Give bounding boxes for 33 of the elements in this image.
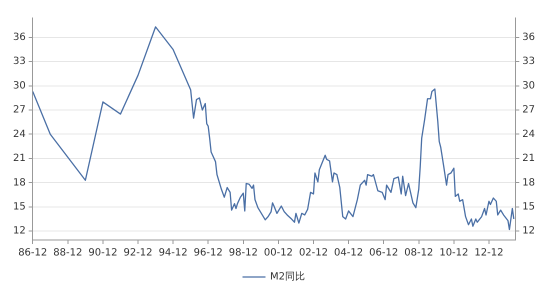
x-tick-label: 94-12 [158,248,188,259]
x-tick-label: 08-12 [404,248,434,259]
x-tick-label: 96-12 [194,248,223,259]
x-tick-label: 12-12 [474,248,504,259]
x-tick-label: 00-12 [264,248,293,259]
y-tick-label: 24 [12,128,26,140]
y-tick-label: 18 [12,177,26,188]
x-tick-label: 02-12 [298,248,328,259]
x-tick-label: 98-12 [228,248,258,259]
y2-tick-label: 18 [522,177,536,188]
x-tick-label: 10-12 [439,248,468,259]
y-tick-label: 15 [12,201,26,212]
y2-tick-label: 15 [522,201,536,212]
y-tick-label: 30 [12,80,26,92]
x-tick-label: 06-12 [369,248,398,259]
x-tick-label: 04-12 [334,248,364,259]
y-tick-label: 33 [12,56,26,68]
x-tick-label: 86-12 [18,248,48,259]
y2-tick-label: 36 [522,32,536,43]
y2-tick-label: 24 [522,128,536,140]
y2-tick-label: 12 [522,226,536,237]
legend-label: M2同比 [270,270,306,283]
y-tick-label: 21 [12,153,26,164]
y2-tick-label: 33 [522,56,536,68]
y-tick-label: 12 [12,226,26,237]
x-tick-label: 88-12 [53,248,82,259]
y2-tick-label: 30 [522,80,536,92]
x-tick-label: 90-12 [88,248,118,259]
y2-tick-label: 27 [522,104,536,116]
y-tick-label: 27 [12,104,26,116]
x-tick-label: 92-12 [123,248,153,259]
y-tick-label: 36 [12,32,26,43]
y2-tick-label: 21 [522,153,536,164]
